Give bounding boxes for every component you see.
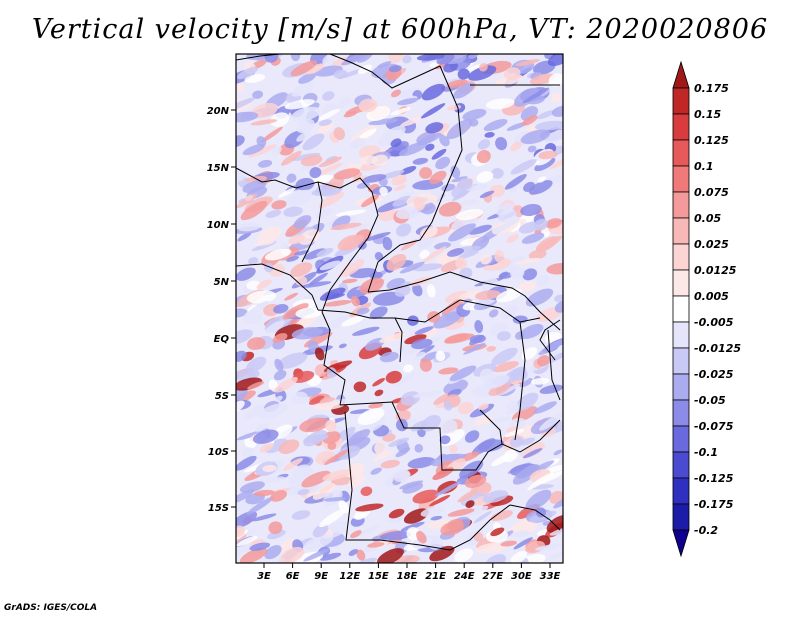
map-title: Vertical velocity [m/s] at 600hPa, VT: 2… xyxy=(31,14,769,45)
colorbar-label: 0.0125 xyxy=(694,264,737,277)
lat-label: 10N xyxy=(207,220,230,231)
colorbar-label: -0.0125 xyxy=(694,342,741,355)
colorbar-label: 0.025 xyxy=(694,238,729,251)
colorbar-swatch xyxy=(672,451,690,479)
lat-label: 5N xyxy=(214,277,230,288)
lat-label: 15S xyxy=(208,503,229,514)
colorbar-label: -0.1 xyxy=(694,446,718,459)
lon-label: 33E xyxy=(540,571,561,582)
colorbar-label: -0.125 xyxy=(694,472,734,485)
colorbar-label: 0.1 xyxy=(694,160,714,173)
lon-label: 30E xyxy=(511,571,532,582)
colorbar-swatch xyxy=(672,191,690,219)
colorbar-label: -0.005 xyxy=(694,316,734,329)
lon-label: 3E xyxy=(257,571,271,582)
colorbar-label: 0.175 xyxy=(694,82,729,95)
colorbar-swatch xyxy=(672,321,690,349)
colorbar-label: 0.05 xyxy=(694,212,721,225)
colorbar-label: -0.175 xyxy=(694,498,734,511)
lon-label: 15E xyxy=(368,571,389,582)
colorbar-label: 0.005 xyxy=(694,290,729,303)
lat-label: EQ xyxy=(214,334,230,345)
colorbar-label: -0.05 xyxy=(694,394,726,407)
lon-label: 6E xyxy=(286,571,300,582)
colorbar-swatch xyxy=(672,399,690,427)
colorbar-swatch xyxy=(672,243,690,271)
longitude-axis: 3E 6E 9E 12E 15E 18E 21E 24E 27E 30E 33E xyxy=(257,563,561,582)
field-layer xyxy=(236,54,563,563)
lat-label: 20N xyxy=(207,106,230,117)
country-borders xyxy=(236,54,561,551)
map-frame xyxy=(235,53,564,564)
colorbar-swatch xyxy=(672,373,690,401)
lon-label: 21E xyxy=(425,571,446,582)
colorbar-swatch xyxy=(672,165,690,193)
colorbar-label: 0.15 xyxy=(694,108,721,121)
colorbar-swatch xyxy=(672,217,690,245)
colorbar: 0.175 0.15 0.125 0.1 0.075 0.05 0.025 0.0125 0.0… xyxy=(672,60,741,558)
colorbar-swatch xyxy=(672,139,690,167)
colorbar-label: -0.2 xyxy=(694,524,718,537)
colorbar-swatch xyxy=(672,503,690,531)
colorbar-swatch xyxy=(672,425,690,453)
lon-label: 24E xyxy=(454,571,475,582)
lat-label: 15N xyxy=(207,163,230,174)
lon-label: 9E xyxy=(314,571,328,582)
colorbar-label: 0.075 xyxy=(694,186,729,199)
lon-label: 12E xyxy=(339,571,360,582)
latitude-axis: 20N 15N 10N 5N EQ 5S 10S 15S xyxy=(207,106,236,514)
lat-label: 5S xyxy=(215,391,229,402)
lon-label: 18E xyxy=(397,571,418,582)
colorbar-swatch xyxy=(672,60,690,89)
colorbar-swatch xyxy=(672,347,690,375)
colorbar-label: -0.025 xyxy=(694,368,734,381)
colorbar-swatch xyxy=(672,529,690,558)
colorbar-swatch xyxy=(672,295,690,323)
colorbar-label: -0.075 xyxy=(694,420,734,433)
lon-label: 27E xyxy=(482,571,503,582)
colorbar-swatch xyxy=(672,477,690,505)
colorbar-swatch xyxy=(672,87,690,115)
colorbar-swatch xyxy=(672,269,690,297)
colorbar-swatch xyxy=(672,113,690,141)
colorbar-label: 0.125 xyxy=(694,134,729,147)
grads-credit: GrADS: IGES/COLA xyxy=(4,603,98,613)
lat-label: 10S xyxy=(208,447,229,458)
